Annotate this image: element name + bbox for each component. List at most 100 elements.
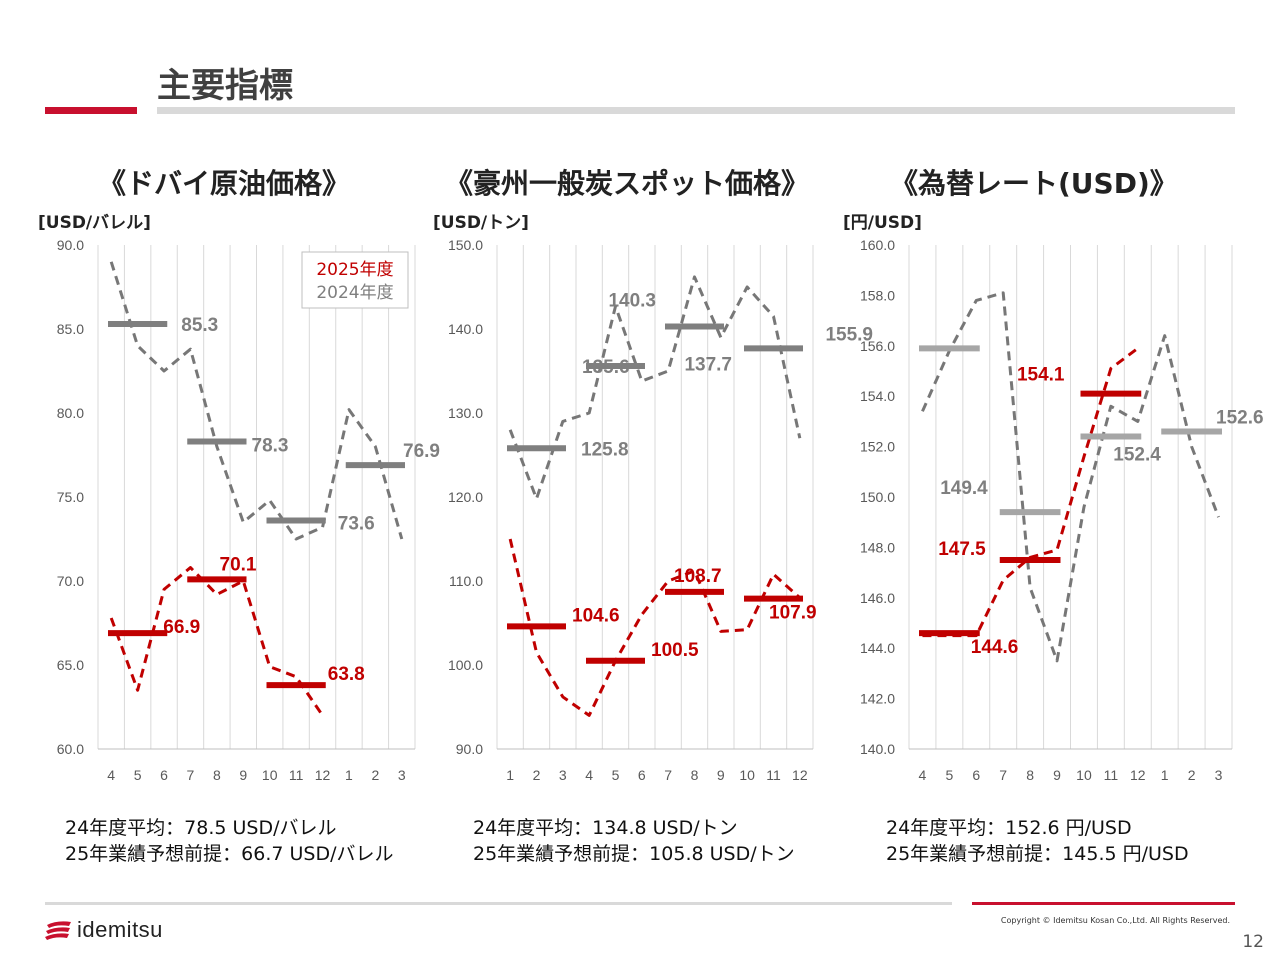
unit-dubai: [USD/バレル] [38, 213, 151, 233]
y-tick-label: 158.0 [860, 287, 895, 303]
notes-fx: 24年度平均：152.6 円/USD 25年業績予想前提：145.5 円/USD [886, 815, 1189, 867]
series-line-2024 [109, 261, 404, 541]
note-forecast: 25年業績予想前提：145.5 円/USD [886, 843, 1189, 865]
x-tick-label: 9 [1053, 767, 1061, 783]
x-tick-label: 7 [187, 767, 195, 783]
y-tick-label: 90.0 [456, 741, 483, 757]
y-tick-label: 140.0 [860, 741, 895, 757]
x-tick-label: 6 [638, 767, 646, 783]
average-label: 63.8 [328, 664, 365, 685]
title-underline [157, 107, 1235, 114]
y-tick-label: 140.0 [448, 321, 483, 337]
y-tick-label: 146.0 [860, 590, 895, 606]
note-avg: 24年度平均：152.6 円/USD [886, 817, 1132, 839]
average-label: 76.9 [403, 441, 440, 462]
y-tick-label: 70.0 [57, 573, 84, 589]
average-label: 154.1 [1017, 365, 1065, 386]
chart-title-dubai: 《ドバイ原油価格》 [98, 167, 351, 200]
average-label: 85.3 [181, 315, 218, 336]
x-tick-label: 1 [345, 767, 353, 783]
x-tick-label: 11 [766, 767, 781, 783]
y-tick-label: 90.0 [57, 237, 84, 253]
note-avg: 24年度平均：134.8 USD/トン [473, 817, 738, 839]
y-tick-label: 148.0 [860, 539, 895, 555]
y-tick-label: 144.0 [860, 640, 895, 656]
average-label: 78.3 [252, 436, 289, 457]
legend-2025: 2025年度 [316, 260, 393, 280]
y-tick-label: 152.0 [860, 439, 895, 455]
average-label: 144.6 [971, 637, 1019, 658]
x-tick-label: 1 [506, 767, 514, 783]
x-tick-label: 8 [691, 767, 699, 783]
chart-2: 140.0 142.0 144.0 146.0 148.0 150.0 152.0 154.0… [825, 237, 1263, 783]
average-label: 70.1 [220, 554, 257, 575]
average-label: 155.9 [825, 324, 873, 345]
legend: 2025年度 2024年度 [301, 251, 409, 309]
page-number: 12 [1242, 932, 1264, 952]
y-tick-label: 160.0 [860, 237, 895, 253]
x-tick-label: 5 [134, 767, 142, 783]
average-label: 125.8 [581, 439, 629, 460]
unit-fx: [円/USD] [843, 213, 922, 233]
x-tick-label: 12 [792, 767, 808, 783]
y-tick-label: 60.0 [57, 741, 84, 757]
y-tick-label: 156.0 [860, 338, 895, 354]
average-label: 100.5 [651, 640, 699, 661]
average-label: 147.5 [938, 539, 986, 560]
legend-2024: 2024年度 [316, 283, 393, 303]
x-tick-label: 1 [1161, 767, 1169, 783]
x-tick-label: 10 [739, 767, 755, 783]
charts-area: 60.065.070.075.080.085.090.04 5 6 7 8 9 10 11 12… [57, 237, 1264, 783]
average-label: 137.7 [684, 354, 732, 375]
average-label: 73.6 [338, 514, 375, 535]
x-tick-label: 10 [262, 767, 278, 783]
x-tick-label: 11 [289, 767, 304, 783]
x-tick-label: 7 [999, 767, 1007, 783]
logo-mark-icon [45, 921, 71, 940]
company-logo: idemitsu [45, 917, 163, 943]
notes-dubai: 24年度平均：78.5 USD/バレル 25年業績予想前提：66.7 USD/バ… [65, 815, 394, 867]
x-tick-label: 5 [945, 767, 953, 783]
note-avg: 24年度平均：78.5 USD/バレル [65, 817, 337, 839]
x-tick-label: 8 [1026, 767, 1034, 783]
x-tick-label: 5 [612, 767, 620, 783]
average-label: 107.9 [769, 603, 817, 624]
x-tick-label: 9 [239, 767, 247, 783]
x-tick-label: 3 [1215, 767, 1223, 783]
x-tick-label: 6 [972, 767, 980, 783]
x-tick-label: 7 [664, 767, 672, 783]
x-tick-label: 3 [559, 767, 567, 783]
y-tick-label: 142.0 [860, 691, 895, 707]
average-label: 66.9 [163, 617, 200, 638]
series-line-2025 [508, 538, 801, 717]
title-accent-bar [45, 107, 137, 114]
average-label: 152.4 [1113, 445, 1161, 466]
average-label: 149.4 [940, 478, 988, 499]
x-tick-label: 2 [1188, 767, 1196, 783]
chart-title-coal: 《豪州一般炭スポット価格》 [445, 167, 810, 200]
x-tick-label: 4 [107, 767, 115, 783]
footer-divider [45, 902, 952, 905]
y-tick-label: 85.0 [57, 321, 84, 337]
note-forecast: 25年業績予想前提：66.7 USD/バレル [65, 843, 394, 865]
y-tick-label: 75.0 [57, 489, 84, 505]
x-tick-label: 11 [1104, 767, 1119, 783]
x-tick-label: 6 [160, 767, 168, 783]
logo-text: idemitsu [77, 917, 163, 942]
average-label: 108.7 [674, 566, 722, 587]
x-tick-label: 2 [533, 767, 541, 783]
x-tick-label: 8 [213, 767, 221, 783]
legend-box [301, 251, 409, 309]
average-label: 135.6 [582, 357, 630, 378]
x-tick-label: 10 [1076, 767, 1092, 783]
note-forecast: 25年業績予想前提：105.8 USD/トン [473, 843, 795, 865]
y-tick-label: 100.0 [448, 657, 483, 673]
footer-accent [972, 902, 1235, 905]
y-tick-label: 130.0 [448, 405, 483, 421]
y-tick-label: 80.0 [57, 405, 84, 421]
x-tick-label: 3 [398, 767, 406, 783]
copyright-text: Copyright © Idemitsu Kosan Co.,Ltd. All … [1000, 916, 1230, 925]
y-tick-label: 150.0 [860, 489, 895, 505]
chart-title-fx: 《為替レート(USD)》 [890, 167, 1178, 200]
